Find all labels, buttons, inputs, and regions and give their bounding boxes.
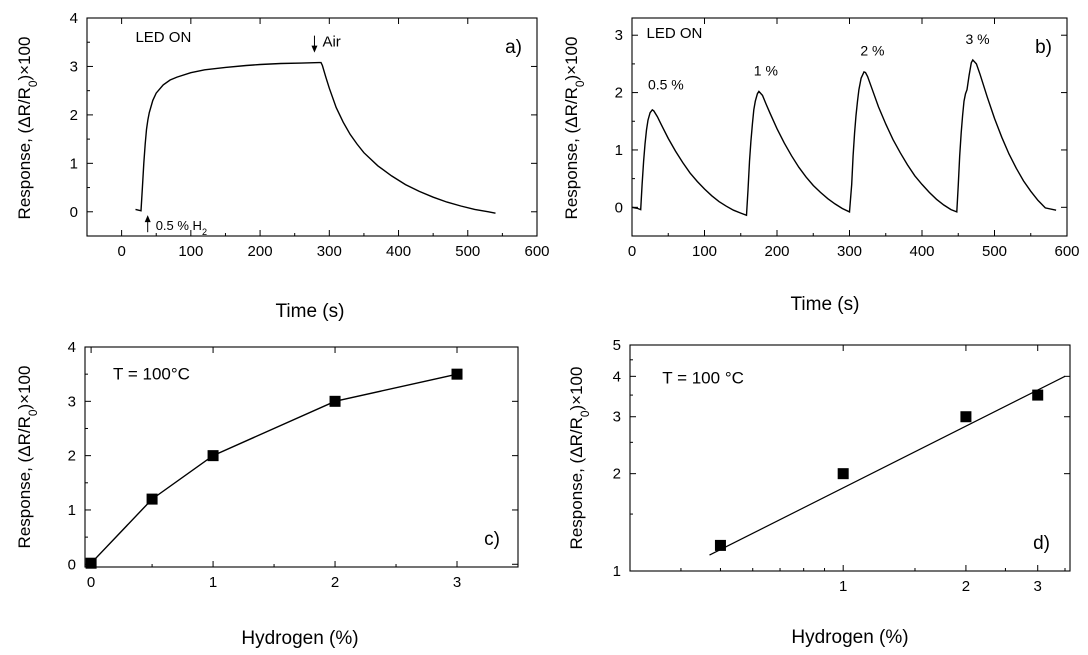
y-tick-label: 3 — [70, 58, 78, 75]
x-tick-label: 200 — [248, 243, 273, 260]
x-tick-label: 400 — [386, 243, 411, 260]
y-tick-label: 4 — [70, 10, 78, 27]
data-point — [146, 493, 158, 505]
y-tick-label: 1 — [613, 563, 621, 580]
fit-line — [709, 375, 1066, 556]
y-tick-label: 1 — [615, 142, 623, 159]
chart-panel-c: 0 1 2 3 0 1 2 3 4 Hydrogen (%) Response, (ΔR/R0)×1… — [15, 339, 519, 649]
y-tick-label: 5 — [613, 337, 621, 354]
x-tick-label: 300 — [837, 243, 862, 260]
plot-frame — [86, 17, 538, 237]
y-tick-label: 0 — [615, 199, 623, 216]
data-point — [329, 395, 341, 407]
x-tick-label: 300 — [317, 243, 342, 260]
x-tick-label: 200 — [764, 243, 789, 260]
panel-label: c) — [484, 529, 500, 550]
y-tick-label: 4 — [68, 339, 76, 356]
panel-label: b) — [1035, 37, 1052, 58]
y-axis-label: Response, (ΔR/R0)×100 — [567, 367, 592, 550]
y-tick-label: 0 — [70, 204, 78, 221]
x-tick-label: 3 — [1034, 578, 1042, 595]
x-tick-label: 1 — [839, 578, 847, 595]
annotation: Air — [322, 34, 340, 51]
annotation: 0.5 % H2 — [156, 218, 207, 237]
y-tick-label: 2 — [613, 466, 621, 483]
y-tick-label: 4 — [613, 368, 621, 385]
x-tick-label: 0 — [628, 243, 636, 260]
annotation: LED ON — [135, 29, 191, 46]
x-tick-label: 600 — [524, 243, 549, 260]
y-tick-label: 2 — [70, 107, 78, 124]
data-point — [960, 411, 972, 423]
x-axis-label: Time (s) — [791, 294, 860, 315]
y-axis-label: Response, (ΔR/R0)×100 — [562, 37, 587, 220]
x-tick-label: 0 — [117, 243, 125, 260]
x-tick-label: 100 — [692, 243, 717, 260]
annotation-arrow-head — [144, 215, 151, 223]
annotation: LED ON — [647, 25, 703, 42]
plot-frame — [84, 346, 519, 568]
y-tick-label: 0 — [68, 556, 76, 573]
data-point — [85, 557, 97, 569]
chart-panel-a: 0 100 200 300 400 500 600 0 1 2 3 4 Time (s) Response… — [15, 10, 550, 322]
x-tick-label: 500 — [455, 243, 480, 260]
annotation: 2 % — [860, 42, 884, 58]
series-line — [135, 61, 496, 214]
data-point — [1032, 389, 1044, 401]
annotation: T = 100°C — [113, 365, 190, 384]
x-tick-label: 100 — [178, 243, 203, 260]
y-tick-label: 2 — [68, 448, 76, 465]
x-tick-label: 3 — [453, 574, 461, 591]
x-tick-label: 400 — [909, 243, 934, 260]
panel-label: a) — [505, 37, 522, 58]
annotation: 1 % — [754, 62, 778, 78]
annotation-arrow-head — [311, 45, 318, 53]
y-tick-label: 2 — [615, 85, 623, 102]
y-tick-label: 1 — [70, 155, 78, 172]
x-tick-label: 2 — [331, 574, 339, 591]
chart-panel-b: 0 100 200 300 400 500 600 0 1 2 3 Time (s) Response,… — [562, 17, 1080, 315]
x-axis-label: Hydrogen (%) — [241, 628, 358, 649]
y-tick-label: 3 — [68, 393, 76, 410]
panel-label: d) — [1033, 533, 1050, 554]
data-point — [837, 468, 849, 480]
x-axis-label: Time (s) — [276, 301, 345, 322]
plot-frame — [629, 344, 1071, 572]
x-tick-label: 0 — [87, 574, 95, 591]
data-point — [714, 539, 726, 551]
y-tick-label: 3 — [615, 27, 623, 44]
chart-panel-d: 1 2 3 1 2 3 4 5 Hydrogen (%) Response, (ΔR/R0)×10… — [567, 337, 1071, 648]
x-tick-label: 2 — [962, 578, 970, 595]
y-axis-label: Response, (ΔR/R0)×100 — [15, 37, 40, 220]
data-point — [207, 450, 219, 462]
y-tick-label: 3 — [613, 409, 621, 426]
y-axis-label: Response, (ΔR/R0)×100 — [15, 366, 40, 549]
annotation: 3 % — [966, 31, 990, 47]
x-tick-label: 600 — [1054, 243, 1079, 260]
x-tick-label: 500 — [982, 243, 1007, 260]
y-tick-label: 1 — [68, 502, 76, 519]
series-line — [90, 373, 458, 564]
data-point — [451, 368, 463, 380]
annotation: T = 100 °C — [662, 369, 744, 388]
annotation: 0.5 % — [648, 77, 684, 93]
x-tick-label: 1 — [209, 574, 217, 591]
x-axis-label: Hydrogen (%) — [791, 627, 908, 648]
series-line — [631, 58, 1057, 217]
